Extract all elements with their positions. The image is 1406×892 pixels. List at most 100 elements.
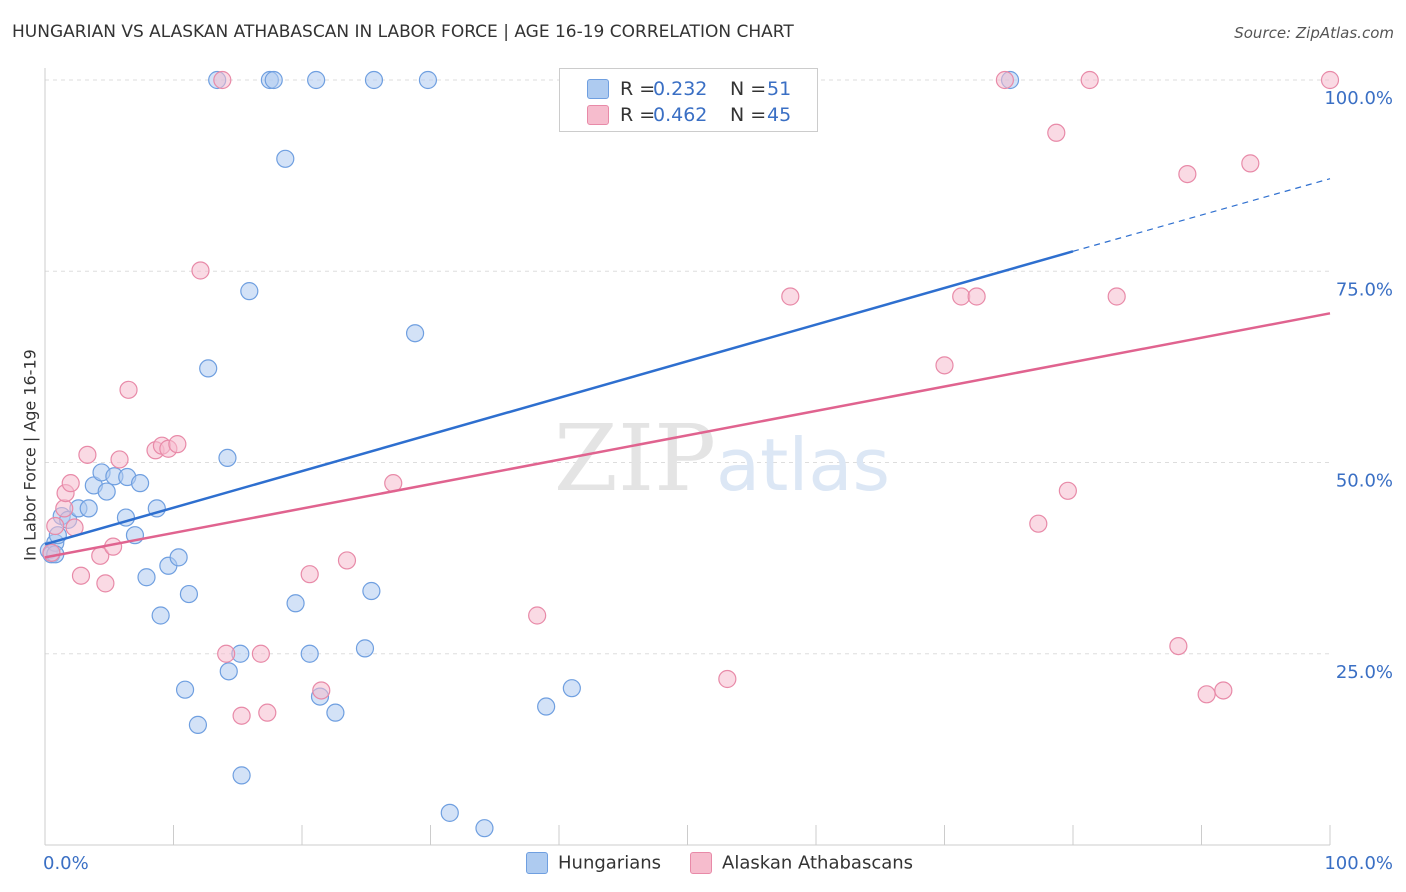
trend-line-alaskan-athabascans xyxy=(44,312,1331,559)
bottom-legend-swatch-alaskan-athabascans xyxy=(690,852,712,874)
hungarian-point xyxy=(355,639,375,658)
alaskan-point xyxy=(71,566,91,585)
legend-r-key: R = xyxy=(620,104,656,126)
y-axis-label: In Labor Force | Age 16-19 xyxy=(20,349,40,561)
alaskan-point xyxy=(1080,70,1099,90)
hungarian-point xyxy=(97,482,116,501)
legend-n-value: 45 xyxy=(767,104,792,126)
legend-r-key: R = xyxy=(620,78,656,100)
alaskan-point xyxy=(1320,70,1340,90)
alaskan-point xyxy=(168,435,187,454)
alaskan-point xyxy=(1107,287,1126,306)
correlation-legend: R = 0.232 N = 51 R = 0.462 N = 45 xyxy=(559,68,818,132)
alaskan-point xyxy=(1047,123,1066,142)
watermark-zip: ZIP xyxy=(554,405,716,512)
alaskan-point xyxy=(995,70,1014,90)
alaskan-point xyxy=(119,380,138,399)
legend-swatch-hungarians xyxy=(587,79,609,99)
bottom-legend-alaskan: Alaskan Athabascans xyxy=(690,852,913,874)
trend-line-hungarians-extrapolated xyxy=(1072,178,1331,252)
alaskan-point xyxy=(1197,685,1216,704)
alaskan-point xyxy=(232,706,251,725)
bottom-legend-label-hungarians: Hungarians xyxy=(558,852,662,874)
tick-labels: 25.0% 50.0% 75.0% 100.0% 0.0% 100.0% xyxy=(43,88,1393,874)
alaskan-point xyxy=(96,574,115,593)
hungarian-point xyxy=(130,474,150,493)
alaskan-point xyxy=(952,287,971,306)
chart-title: HUNGARIAN VS ALASKAN ATHABASCAN IN LABOR… xyxy=(12,22,794,42)
hungarian-point xyxy=(169,548,188,567)
source-label: Source: ZipAtlas.com xyxy=(1234,24,1394,42)
alaskan-point xyxy=(1029,514,1048,533)
y-tick-label: 100.0% xyxy=(1324,88,1393,109)
hungarian-point xyxy=(326,703,345,722)
hungarian-point xyxy=(137,568,156,587)
alaskan-point xyxy=(1178,164,1197,184)
alaskan-point xyxy=(251,644,270,663)
hungarian-point xyxy=(240,282,259,301)
trend-lines xyxy=(44,178,1331,559)
alaskan-point xyxy=(312,681,331,700)
alaskan-point xyxy=(78,445,97,464)
alaskan-point xyxy=(528,606,547,625)
alaskan-point xyxy=(300,565,319,584)
hungarian-point xyxy=(286,594,305,613)
hungarian-point xyxy=(475,819,494,838)
hungarian-point xyxy=(405,324,425,343)
alaskan-point xyxy=(61,474,80,493)
hungarian-point xyxy=(188,715,208,734)
hungarian-point xyxy=(276,149,295,168)
y-tick-label: 25.0% xyxy=(1336,662,1393,683)
watermark-atlas: atlas xyxy=(716,423,890,507)
alaskan-point xyxy=(217,644,236,663)
series-alaskan-athabascans xyxy=(42,70,1340,725)
alaskan-point xyxy=(718,669,737,689)
alaskan-point xyxy=(110,450,129,469)
hungarian-point xyxy=(364,70,384,90)
watermark: ZIP atlas xyxy=(554,405,890,512)
x-tick-label: 0.0% xyxy=(43,853,89,874)
legend-n-key: N = xyxy=(730,104,767,126)
legend-r-value: 0.462 xyxy=(653,104,708,126)
bottom-legend-hungarians: Hungarians xyxy=(526,852,661,874)
hungarian-point xyxy=(151,606,170,625)
hungarian-point xyxy=(79,499,98,518)
x-tick-label: 100.0% xyxy=(1324,853,1393,874)
alaskan-point xyxy=(935,356,954,375)
alaskan-point xyxy=(55,499,74,518)
alaskan-point xyxy=(1241,154,1260,173)
hungarian-point xyxy=(562,679,581,698)
legend-n-value: 51 xyxy=(767,78,792,100)
bottom-legend-swatch-hungarians xyxy=(526,852,548,874)
legend-swatch-alaskan-athabascans xyxy=(587,105,609,125)
hungarian-point xyxy=(418,70,438,90)
hungarian-point xyxy=(362,581,381,601)
hungarian-point xyxy=(300,644,319,663)
trend-line-hungarians xyxy=(44,250,1074,546)
alaskan-point xyxy=(42,543,61,562)
hungarian-point xyxy=(307,70,326,90)
legend-row-hungarians: R = 0.232 N = 51 xyxy=(560,76,817,102)
y-tick-label: 75.0% xyxy=(1336,279,1393,300)
legend-n-key: N = xyxy=(730,78,767,100)
hungarian-point xyxy=(199,359,218,378)
alaskan-point xyxy=(191,261,210,280)
alaskan-point xyxy=(781,287,800,306)
axes xyxy=(44,68,1331,846)
grid-lines xyxy=(45,79,1330,655)
hungarian-point xyxy=(218,448,237,468)
hungarian-point xyxy=(232,766,251,785)
hungarian-point xyxy=(264,70,283,90)
y-tick-label: 50.0% xyxy=(1336,471,1393,492)
hungarian-point xyxy=(179,584,199,604)
bottom-legend-label-alaskan-athabascans: Alaskan Athabascans xyxy=(722,852,914,874)
alaskan-point xyxy=(258,703,277,722)
hungarian-point xyxy=(219,662,238,681)
alaskan-point xyxy=(1058,481,1077,500)
legend-r-value: 0.232 xyxy=(653,78,708,100)
alaskan-point xyxy=(213,70,232,90)
hungarian-point xyxy=(440,803,459,822)
alaskan-point xyxy=(967,287,986,306)
alaskan-point xyxy=(1169,636,1188,656)
